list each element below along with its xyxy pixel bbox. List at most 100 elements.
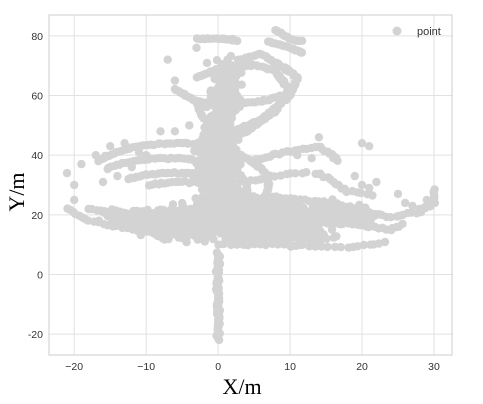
y-tick-label: -20 xyxy=(28,329,43,341)
y-tick-label: 0 xyxy=(37,269,43,281)
data-point xyxy=(213,114,222,124)
data-point xyxy=(216,152,226,161)
data-point xyxy=(318,230,327,239)
data-point xyxy=(356,188,366,198)
data-point xyxy=(232,240,242,249)
x-tick-label: 10 xyxy=(284,361,296,373)
y-tick-label: 40 xyxy=(31,150,43,162)
data-point xyxy=(226,240,236,250)
data-point xyxy=(336,242,345,252)
data-point xyxy=(228,34,237,44)
data-point xyxy=(200,123,209,132)
data-point xyxy=(202,195,212,204)
data-point xyxy=(185,121,194,130)
data-point xyxy=(223,179,232,188)
data-point xyxy=(199,34,208,44)
data-point xyxy=(163,55,172,64)
data-point xyxy=(365,142,374,151)
data-point xyxy=(317,205,326,214)
data-point xyxy=(239,226,248,235)
data-point xyxy=(233,91,242,100)
data-point xyxy=(401,198,410,208)
data-point xyxy=(243,232,252,242)
data-point xyxy=(134,148,144,157)
data-point xyxy=(270,172,279,181)
data-point xyxy=(265,225,274,234)
data-point xyxy=(120,139,129,148)
data-point xyxy=(142,151,151,160)
data-point xyxy=(364,222,373,232)
data-point xyxy=(323,219,332,228)
legend-marker xyxy=(392,26,402,36)
data-point xyxy=(408,201,417,211)
x-tick-label: 20 xyxy=(356,361,368,373)
data-point xyxy=(243,241,253,250)
data-point xyxy=(329,233,338,242)
data-point xyxy=(237,68,246,78)
data-point xyxy=(170,127,180,136)
data-point xyxy=(191,194,200,203)
data-point xyxy=(422,195,431,205)
data-point xyxy=(98,177,108,187)
data-point xyxy=(246,225,255,234)
data-point xyxy=(393,189,403,199)
data-point xyxy=(110,208,119,217)
data-point xyxy=(298,240,307,250)
data-point xyxy=(165,230,174,239)
data-point xyxy=(219,85,228,94)
data-point xyxy=(261,240,270,250)
data-point xyxy=(317,242,326,251)
data-point xyxy=(223,55,232,64)
data-point xyxy=(200,149,209,158)
y-tick-label: 60 xyxy=(31,91,43,103)
data-point xyxy=(307,154,316,163)
data-point xyxy=(314,133,324,142)
data-point xyxy=(106,142,115,151)
data-point xyxy=(199,136,208,145)
legend: point xyxy=(392,26,441,38)
x-axis-label: X/m xyxy=(222,374,261,399)
data-point xyxy=(311,242,320,251)
data-point xyxy=(305,242,314,251)
x-tick-label: −20 xyxy=(65,361,83,373)
data-point xyxy=(302,168,311,177)
data-point xyxy=(212,248,222,257)
data-point xyxy=(234,178,243,187)
x-axis-ticks: −20 −10 0 10 20 30 xyxy=(65,361,440,373)
data-point xyxy=(329,154,338,163)
data-point xyxy=(357,139,367,148)
data-point xyxy=(429,189,439,199)
plot-frame xyxy=(48,14,453,356)
data-point xyxy=(291,169,300,178)
data-point xyxy=(293,151,302,160)
data-point xyxy=(323,242,332,252)
data-point xyxy=(365,183,374,193)
data-point xyxy=(297,36,307,45)
point-series xyxy=(62,26,440,345)
data-point xyxy=(62,168,72,178)
y-tick-label: 20 xyxy=(31,210,43,222)
data-point xyxy=(253,231,262,240)
data-point xyxy=(279,204,288,213)
data-point xyxy=(280,63,289,72)
x-tick-label: 0 xyxy=(215,361,221,373)
data-point xyxy=(127,162,136,172)
data-point xyxy=(70,180,79,190)
y-axis-ticks: -20 0 20 40 60 80 xyxy=(28,31,43,341)
data-point xyxy=(232,216,242,225)
legend-label: point xyxy=(417,26,441,38)
data-point xyxy=(342,210,351,219)
data-point xyxy=(273,240,282,249)
data-point xyxy=(199,114,208,123)
data-point xyxy=(267,231,276,240)
data-point xyxy=(111,221,121,231)
data-point xyxy=(209,206,218,215)
data-point xyxy=(70,195,79,205)
data-point xyxy=(202,58,212,68)
data-point xyxy=(156,127,165,136)
data-point xyxy=(386,213,395,222)
data-point xyxy=(380,237,390,247)
data-point xyxy=(250,240,259,249)
data-point xyxy=(231,224,240,234)
